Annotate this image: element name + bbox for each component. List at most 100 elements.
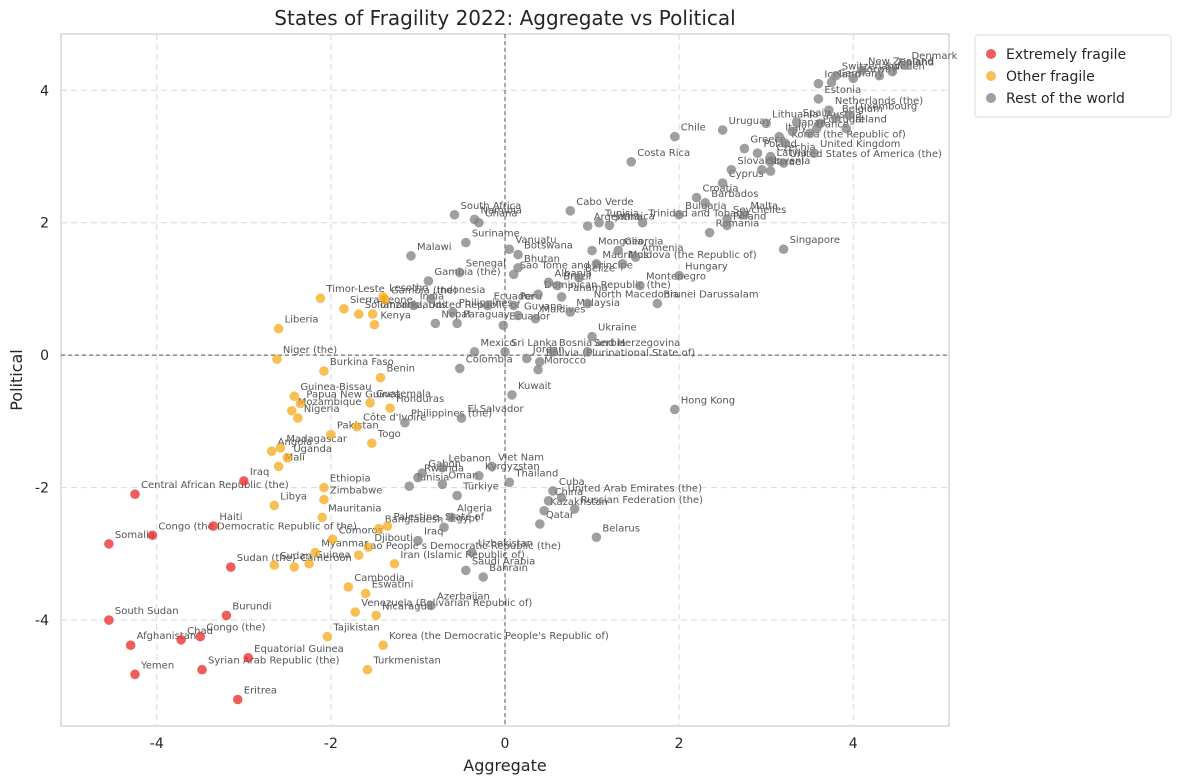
data-point: [691, 192, 702, 203]
data-point: [362, 664, 373, 675]
data-point: [787, 126, 798, 137]
point-label: France: [816, 119, 849, 130]
data-point: [130, 489, 140, 500]
point-label: Slovakia: [737, 156, 779, 167]
data-point: [367, 309, 378, 319]
data-point: [722, 220, 732, 231]
data-point: [844, 110, 854, 121]
y-tick-label: -2: [35, 481, 49, 497]
data-point: [513, 249, 523, 260]
data-point: [857, 65, 867, 76]
point-label: Portugal: [823, 115, 864, 126]
data-point: [461, 565, 471, 576]
data-point: [874, 70, 885, 81]
point-label: North Macedonia: [594, 290, 679, 301]
point-label: Mali: [285, 452, 305, 463]
data-point: [406, 251, 416, 261]
point-label: Albania: [555, 268, 592, 279]
legend-entry: Other fragile: [1006, 69, 1095, 85]
data-point: [243, 652, 253, 663]
point-label: Togo: [377, 429, 401, 440]
data-point: [413, 535, 423, 546]
data-point: [552, 280, 563, 291]
point-label: Greece: [750, 135, 786, 146]
data-point: [275, 443, 286, 453]
point-label: Estonia: [824, 85, 861, 96]
data-point: [339, 304, 349, 314]
data-point: [382, 521, 393, 531]
point-label: Botswana: [524, 241, 573, 252]
data-point: [487, 461, 497, 472]
data-point: [543, 496, 554, 506]
point-label: Guinea: [315, 550, 350, 561]
data-point: [266, 446, 277, 456]
point-label: Malawi: [417, 242, 452, 253]
data-point: [286, 405, 297, 416]
data-point: [887, 66, 898, 77]
point-label: Tunisia: [414, 472, 449, 483]
data-point: [423, 276, 434, 286]
ticks: -4 -2 0 2 4 -4 -2 0 2 4: [35, 83, 858, 752]
data-point: [104, 539, 114, 549]
point-label: Nicaragua: [382, 601, 433, 612]
point-label: Gambia (the): [391, 286, 457, 297]
data-point: [400, 417, 410, 428]
data-point: [652, 298, 663, 309]
data-point: [353, 550, 364, 560]
point-label: Ukraine: [598, 323, 637, 334]
point-label: Sri Lanka: [511, 338, 557, 349]
point-label: Palestine, State of: [393, 512, 484, 523]
point-label: Argentina: [594, 212, 643, 223]
data-point: [813, 94, 824, 104]
data-point: [809, 148, 819, 158]
point-label: Poland: [733, 211, 766, 222]
point-label: Sudan: [280, 551, 312, 562]
point-label: Bhutan: [524, 254, 560, 265]
point-label: Lesotho: [389, 283, 428, 294]
point-label: Hungary: [685, 262, 728, 273]
chart-title: States of Fragility 2022: Aggregate vs P…: [274, 6, 735, 30]
point-label: Comoros: [339, 525, 383, 536]
data-point: [343, 582, 354, 592]
y-tick-label: 0: [40, 348, 49, 364]
point-label: Ecuador: [509, 311, 551, 322]
data-point: [365, 398, 375, 408]
data-point: [232, 694, 243, 705]
data-point: [315, 293, 326, 304]
data-point: [574, 272, 584, 283]
data-point: [900, 60, 911, 70]
point-label: Japan: [797, 117, 826, 128]
data-point: [824, 105, 834, 115]
point-label: Spain: [803, 108, 831, 119]
point-label: Namibia: [481, 205, 522, 216]
point-label: Denmark: [911, 51, 957, 62]
point-label: Dominican Republic (the): [544, 280, 671, 291]
data-point: [289, 562, 300, 572]
point-label: Kenya: [380, 311, 411, 322]
data-point: [582, 221, 593, 231]
point-label: Honduras: [396, 394, 444, 405]
data-point: [556, 492, 567, 503]
data-point: [293, 413, 303, 423]
point-label: Moldova (the Republic of): [629, 250, 757, 261]
point-label: Yemen: [140, 660, 174, 671]
data-point: [548, 347, 558, 357]
data-point: [569, 503, 580, 514]
legend-marker: [986, 93, 996, 103]
data-point: [426, 600, 436, 611]
data-point: [848, 73, 859, 84]
data-point: [780, 138, 791, 149]
data-point: [326, 429, 336, 440]
data-point: [604, 220, 615, 231]
legend-marker: [986, 71, 996, 81]
data-point: [591, 258, 602, 269]
data-point: [269, 560, 280, 570]
point-label: Algeria: [457, 503, 492, 514]
point-label: Barbados: [711, 189, 758, 200]
point-label: Benin: [387, 364, 415, 375]
data-point: [413, 472, 423, 483]
legend-box: [974, 34, 1172, 118]
point-label: Latvia: [777, 148, 807, 159]
data-point: [533, 364, 543, 375]
